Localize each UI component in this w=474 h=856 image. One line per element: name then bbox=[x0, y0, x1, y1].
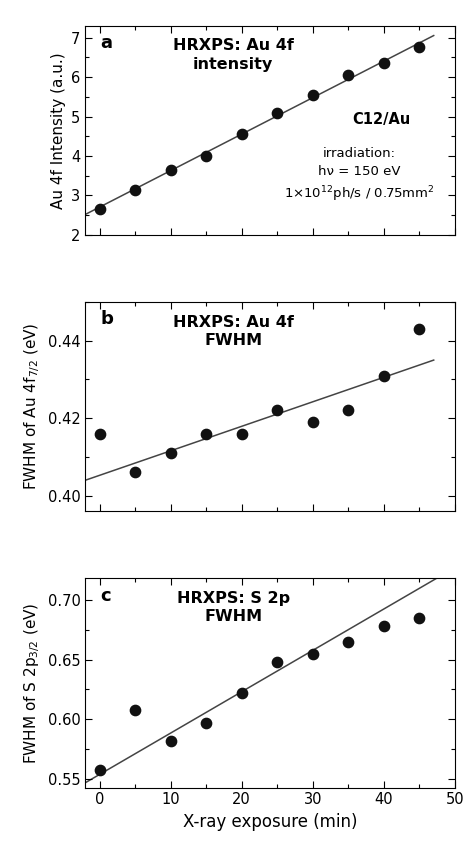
Point bbox=[416, 322, 423, 336]
Point bbox=[96, 763, 103, 776]
Text: HRXPS: S 2p
FWHM: HRXPS: S 2p FWHM bbox=[177, 591, 290, 624]
Text: HRXPS: Au 4f
FWHM: HRXPS: Au 4f FWHM bbox=[173, 314, 294, 348]
Point bbox=[309, 88, 317, 102]
Point bbox=[380, 369, 388, 383]
Point bbox=[96, 203, 103, 217]
X-axis label: X-ray exposure (min): X-ray exposure (min) bbox=[183, 813, 357, 831]
Point bbox=[202, 149, 210, 163]
Point bbox=[238, 427, 246, 441]
Text: 1×10$^{12}$ph/s / 0.75mm$^{2}$: 1×10$^{12}$ph/s / 0.75mm$^{2}$ bbox=[284, 185, 434, 205]
Point bbox=[309, 647, 317, 661]
Point bbox=[131, 466, 139, 479]
Text: HRXPS: Au 4f
intensity: HRXPS: Au 4f intensity bbox=[173, 39, 294, 72]
Point bbox=[167, 163, 174, 176]
Point bbox=[202, 716, 210, 730]
Text: a: a bbox=[100, 34, 112, 52]
Point bbox=[345, 404, 352, 418]
Text: c: c bbox=[100, 586, 111, 604]
Point bbox=[416, 40, 423, 54]
Point bbox=[131, 703, 139, 716]
Point bbox=[380, 56, 388, 70]
Point bbox=[238, 128, 246, 141]
Y-axis label: Au 4f Intensity (a.u.): Au 4f Intensity (a.u.) bbox=[51, 52, 65, 209]
Point bbox=[96, 427, 103, 441]
Point bbox=[131, 182, 139, 196]
Y-axis label: FWHM of S 2p$_{3/2}$ (eV): FWHM of S 2p$_{3/2}$ (eV) bbox=[22, 602, 42, 764]
Point bbox=[238, 687, 246, 700]
Text: b: b bbox=[100, 311, 113, 329]
Point bbox=[167, 446, 174, 460]
Point bbox=[202, 427, 210, 441]
Y-axis label: FWHM of Au 4f$_{7/2}$ (eV): FWHM of Au 4f$_{7/2}$ (eV) bbox=[22, 323, 42, 490]
Point bbox=[167, 734, 174, 748]
Point bbox=[309, 415, 317, 429]
Point bbox=[416, 611, 423, 625]
Point bbox=[273, 404, 281, 418]
Point bbox=[345, 68, 352, 82]
Point bbox=[273, 655, 281, 669]
Point bbox=[345, 635, 352, 649]
Text: C12/Au: C12/Au bbox=[352, 112, 410, 128]
Text: irradiation:
hν = 150 eV: irradiation: hν = 150 eV bbox=[318, 147, 400, 178]
Point bbox=[273, 105, 281, 119]
Point bbox=[380, 619, 388, 633]
